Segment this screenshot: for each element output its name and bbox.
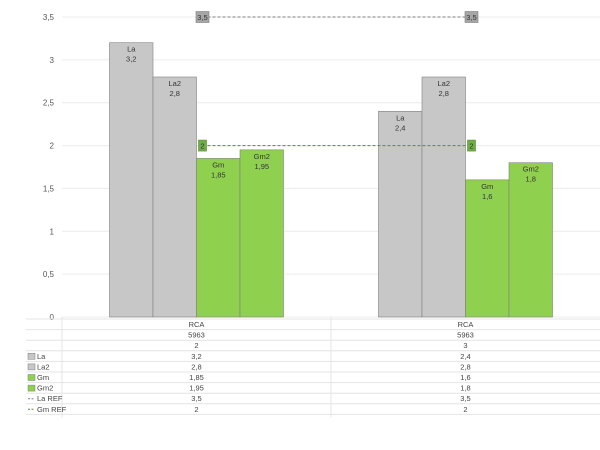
legend-key	[27, 384, 36, 392]
table-cell: RCA	[189, 320, 205, 329]
bar-series-label: La	[396, 113, 405, 122]
table-cell: 5963	[457, 331, 474, 340]
bar-value-label: 2,8	[439, 89, 449, 98]
bar-value-label: 3,2	[126, 55, 136, 64]
table-cell: 2,8	[460, 362, 470, 371]
bar-value-label: 1,6	[482, 192, 492, 201]
table-cell: 2	[194, 341, 198, 350]
bar-la-2	[378, 110, 423, 318]
ref-value-label: 2	[469, 142, 473, 151]
table-cell: 1,8	[460, 384, 470, 393]
table-cell: 2,4	[460, 352, 470, 361]
legend-key	[27, 363, 36, 371]
table-cell: 3,2	[191, 352, 201, 361]
table-cell: 3	[463, 341, 467, 350]
table-cell: 2,8	[191, 362, 201, 371]
bar-series-label: La2	[168, 79, 181, 88]
legend-label: La REF	[37, 394, 63, 403]
bar-series-label: Gm	[212, 160, 224, 169]
y-tick-label: 1	[50, 227, 55, 236]
bar-series-label: La2	[437, 79, 450, 88]
bar-value-label: 2,8	[170, 89, 180, 98]
legend-label: Gm REF	[37, 405, 67, 414]
ref-marker	[467, 139, 476, 152]
table-cell: 1,6	[460, 373, 470, 382]
ref-value-label: 3,5	[197, 13, 207, 22]
ref-marker	[198, 139, 207, 152]
y-tick-label: 3	[50, 56, 55, 65]
bar-value-label: 2,4	[395, 123, 405, 132]
bar-gm-1	[196, 158, 241, 318]
ref-value-label: 2	[200, 142, 204, 151]
ref-marker	[464, 11, 479, 23]
y-tick-label: 2,5	[43, 99, 55, 108]
legend-label: La2	[37, 362, 50, 371]
bar-series-label: Gm2	[254, 152, 270, 161]
bar-series-label: La	[127, 45, 136, 54]
y-tick-label: 0	[50, 313, 55, 322]
table-cell: 2	[463, 405, 467, 414]
bar-gm2-1	[239, 149, 284, 318]
y-tick-label: 2	[50, 142, 55, 151]
bars: La3,2La22,8Gm1,85Gm21,95La2,4La22,8Gm1,6…	[109, 42, 553, 318]
bar-la2-2	[421, 76, 466, 318]
table-cell: 5963	[188, 331, 205, 340]
bar-value-label: 1,8	[526, 175, 536, 184]
table-cell: 3,5	[460, 394, 470, 403]
table-cell: 1,95	[189, 384, 204, 393]
bar-value-label: 1,95	[254, 162, 269, 171]
bar-la-1	[109, 42, 154, 318]
y-tick-label: 0,5	[43, 270, 55, 279]
legend-key	[27, 374, 36, 381]
bar-gm2-2	[508, 162, 553, 318]
table-cell: 2	[194, 405, 198, 414]
table-cell: RCA	[458, 320, 474, 329]
bar-series-label: Gm2	[523, 165, 539, 174]
reference-lines: 3,5 3,5 2 2	[195, 11, 479, 152]
ref-marker	[195, 11, 210, 23]
legend-label: La	[37, 352, 46, 361]
y-tick-label: 3,5	[43, 13, 55, 22]
ref-value-label: 3,5	[466, 13, 476, 22]
legend-key	[27, 353, 36, 360]
legend-label: Gm2	[37, 384, 53, 393]
legend-label: Gm	[37, 373, 49, 382]
bar-series-label: Gm	[481, 182, 493, 191]
table-cell: 3,5	[191, 394, 201, 403]
bar-value-label: 1,85	[211, 170, 226, 179]
table-cell: 1,85	[189, 373, 204, 382]
bar-gm-2	[465, 179, 510, 318]
y-tick-label: 1,5	[43, 184, 55, 193]
y-axis-ticks: 0 0,5 1 1,5 2 2,5 3 3,5	[43, 13, 55, 322]
bar-la2-1	[152, 76, 197, 318]
